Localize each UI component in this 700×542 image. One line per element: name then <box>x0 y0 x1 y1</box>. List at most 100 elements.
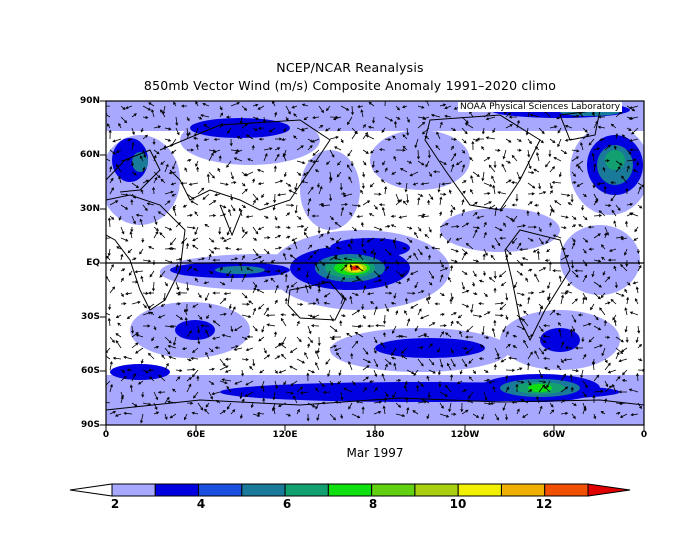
wind-vector <box>164 190 174 195</box>
wind-vector <box>153 411 160 415</box>
wind-vector <box>592 394 596 404</box>
wind-vector <box>505 112 512 118</box>
wind-vector <box>631 127 639 135</box>
wind-vector <box>274 137 283 141</box>
wind-vector <box>472 259 480 263</box>
wind-vector <box>630 413 639 417</box>
wind-vector <box>615 160 623 166</box>
wind-vector <box>208 200 217 206</box>
wind-vector <box>472 314 483 318</box>
wind-vector <box>450 358 456 368</box>
wind-vector <box>511 154 518 162</box>
wind-vector <box>329 215 334 221</box>
wind-vector <box>263 153 268 162</box>
wind-vector <box>129 231 133 239</box>
wind-vector <box>200 114 210 118</box>
wind-vector <box>478 357 485 361</box>
wind-vector <box>139 248 144 255</box>
wind-vector <box>604 335 611 339</box>
wind-vector <box>491 327 496 338</box>
wind-vector <box>610 123 617 129</box>
wind-vector <box>439 160 447 165</box>
wind-vector <box>175 263 179 272</box>
wind-vector <box>538 267 547 272</box>
wind-vector <box>488 204 496 210</box>
wind-vector <box>153 230 159 239</box>
wind-vector <box>538 191 547 195</box>
wind-vector <box>325 245 331 250</box>
wind-vector <box>288 189 298 195</box>
wind-vector <box>112 138 122 143</box>
wind-vector <box>241 314 252 319</box>
wind-vector <box>491 175 496 184</box>
wind-vector <box>293 113 298 118</box>
wind-vector <box>471 140 475 151</box>
wind-vector <box>274 179 284 184</box>
wind-vector <box>334 146 342 151</box>
wind-vector <box>303 171 309 176</box>
wind-vector <box>257 105 265 110</box>
wind-vector <box>448 402 452 413</box>
lat-label-90n: 90N <box>79 96 100 106</box>
wind-vector <box>558 171 562 178</box>
lat-label-90s: 90S <box>80 420 100 430</box>
wind-vector <box>492 127 496 134</box>
colorbar-cell <box>241 483 286 497</box>
wind-vector <box>439 103 447 107</box>
wind-vector <box>479 344 485 349</box>
wind-vector <box>296 302 304 306</box>
wind-vector <box>516 224 526 228</box>
wind-vector <box>395 402 402 408</box>
wind-vector <box>329 413 336 421</box>
wind-vector <box>384 224 391 228</box>
wind-vector <box>318 105 324 114</box>
wind-vector <box>417 213 426 217</box>
wind-vector <box>172 207 177 217</box>
wind-vector <box>336 171 342 178</box>
wind-vector <box>406 127 410 136</box>
wind-vector <box>369 380 375 384</box>
wind-vector <box>598 210 606 217</box>
wind-vector <box>512 334 518 338</box>
wind-vector <box>620 264 628 272</box>
wind-vector <box>629 311 639 316</box>
wind-vector <box>489 401 496 405</box>
wind-vector <box>461 164 466 173</box>
wind-vector <box>213 246 221 251</box>
wind-vector <box>197 187 205 195</box>
wind-vector <box>545 160 551 168</box>
wind-vector <box>461 116 469 124</box>
wind-vector <box>460 402 464 413</box>
wind-vector <box>172 336 177 346</box>
wind-vector <box>126 314 133 320</box>
wind-vector <box>175 257 183 261</box>
wind-vector <box>252 286 257 294</box>
wind-vector <box>427 292 431 301</box>
wind-vector <box>421 127 430 135</box>
wind-vector <box>140 358 144 364</box>
wind-vector <box>373 305 378 316</box>
wind-vector <box>470 303 474 314</box>
wind-vector <box>560 149 568 155</box>
wind-vector <box>527 334 534 338</box>
wind-vector <box>516 408 520 415</box>
wind-vector <box>349 211 353 217</box>
wind-vector <box>120 268 126 272</box>
wind-vector <box>527 268 533 272</box>
wind-vector <box>637 325 641 334</box>
axis-ticks <box>100 100 645 431</box>
wind-vector <box>420 215 430 219</box>
wind-vector <box>417 105 425 109</box>
wind-vector <box>252 307 257 316</box>
wind-vector <box>382 160 386 166</box>
wind-vector <box>450 259 458 263</box>
wind-vector <box>373 400 383 404</box>
wind-vector <box>140 127 144 133</box>
wind-vector <box>461 281 466 291</box>
wind-vector <box>246 134 254 140</box>
wind-vector <box>351 292 359 296</box>
map-subtitle: 850mb Vector Wind (m/s) Composite Anomal… <box>143 78 557 93</box>
colorbar-cell <box>154 483 200 497</box>
wind-vector <box>252 248 259 257</box>
wind-vector <box>498 270 507 278</box>
